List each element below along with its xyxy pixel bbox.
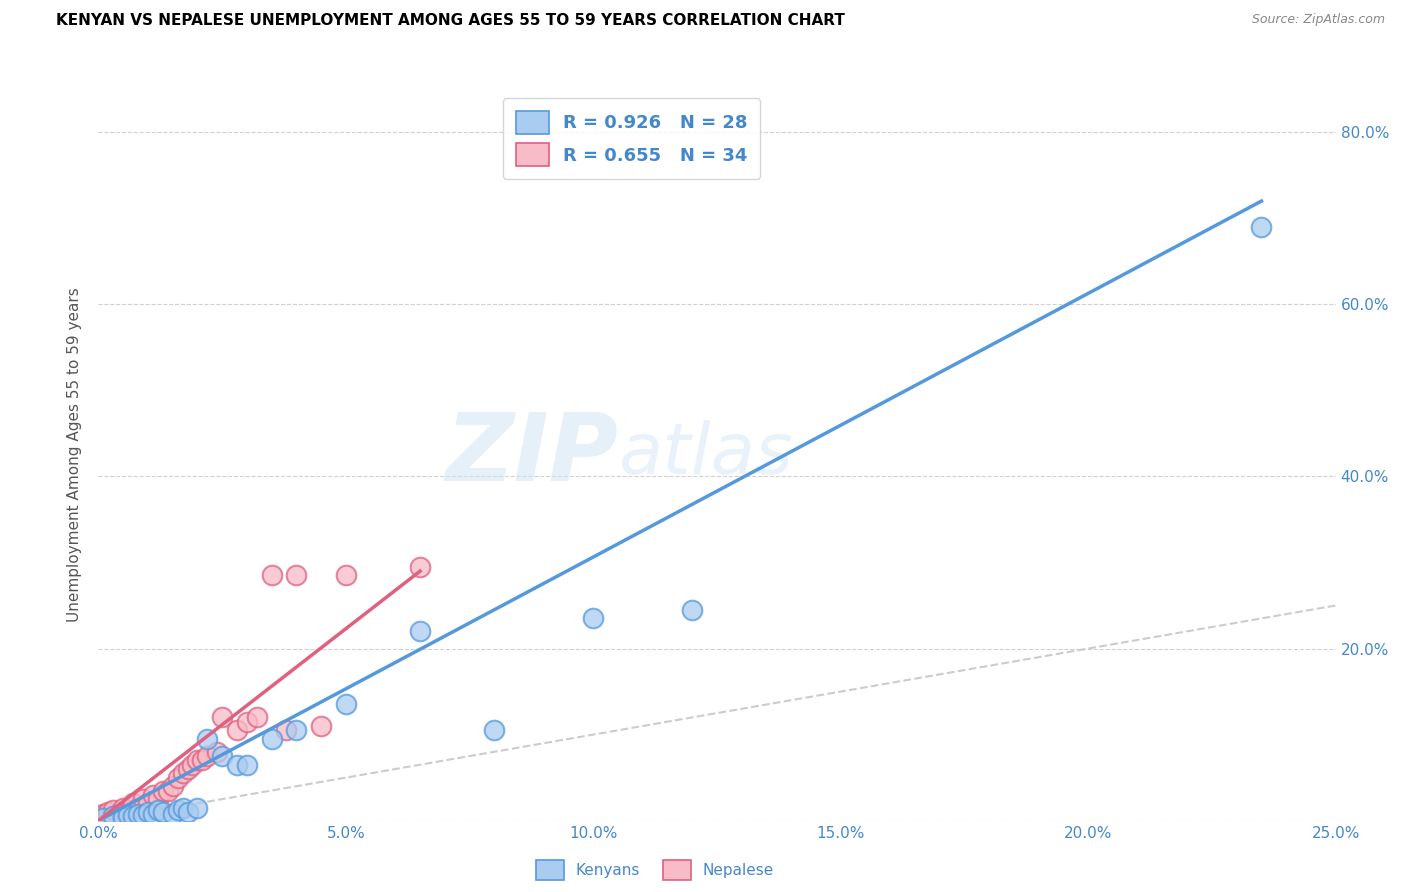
Point (152, 805, 174, 819)
Point (142, 788, 165, 802)
Point (195, 731, 218, 746)
Point (236, 757, 259, 772)
Point (136, 797, 159, 811)
Point (122, 809, 145, 823)
Point (285, 568, 308, 582)
Point (309, 719, 332, 733)
Point (236, 714, 259, 729)
Point (93, 811, 115, 825)
Point (127, 801, 149, 815)
Point (87, 809, 110, 823)
Text: ZIP: ZIP (446, 409, 619, 501)
Point (176, 762, 198, 776)
Point (127, 806, 149, 821)
Point (122, 797, 145, 811)
Point (335, 698, 357, 712)
Point (172, 766, 194, 780)
Point (136, 805, 159, 819)
Point (582, 611, 605, 625)
Point (681, 603, 703, 617)
Point (117, 805, 139, 819)
Point (146, 803, 169, 817)
Point (97, 805, 120, 819)
Point (276, 723, 298, 738)
Point (162, 806, 184, 821)
Point (107, 806, 129, 821)
Point (186, 753, 208, 767)
Point (172, 801, 194, 815)
Point (191, 753, 214, 767)
Point (156, 783, 179, 797)
Point (285, 723, 308, 738)
Point (146, 792, 169, 806)
Point (103, 803, 125, 817)
Point (166, 771, 188, 785)
Point (260, 731, 283, 746)
Point (142, 806, 165, 821)
Text: Source: ZipAtlas.com: Source: ZipAtlas.com (1251, 13, 1385, 27)
Point (260, 568, 283, 582)
Point (132, 808, 155, 822)
Point (176, 805, 198, 819)
Point (409, 624, 432, 639)
Point (181, 757, 204, 772)
Point (1250, 219, 1272, 234)
Point (246, 710, 269, 724)
Point (226, 723, 249, 738)
Point (132, 792, 155, 806)
Point (186, 801, 208, 815)
Point (112, 801, 135, 815)
Point (103, 809, 125, 823)
Text: KENYAN VS NEPALESE UNEMPLOYMENT AMONG AGES 55 TO 59 YEARS CORRELATION CHART: KENYAN VS NEPALESE UNEMPLOYMENT AMONG AG… (56, 13, 845, 29)
Text: atlas: atlas (619, 420, 793, 490)
Point (117, 807, 139, 822)
Point (211, 710, 233, 724)
Point (409, 559, 432, 574)
Legend: Kenyans, Nepalese: Kenyans, Nepalese (530, 855, 780, 886)
Y-axis label: Unemployment Among Ages 55 to 59 years: Unemployment Among Ages 55 to 59 years (67, 287, 83, 623)
Point (484, 723, 506, 738)
Point (211, 749, 233, 764)
Point (205, 745, 228, 759)
Point (152, 783, 174, 797)
Point (195, 749, 218, 764)
Point (166, 803, 188, 817)
Point (162, 779, 184, 793)
Point (93, 806, 115, 821)
Point (335, 568, 357, 582)
Point (226, 757, 249, 772)
Point (112, 810, 135, 824)
